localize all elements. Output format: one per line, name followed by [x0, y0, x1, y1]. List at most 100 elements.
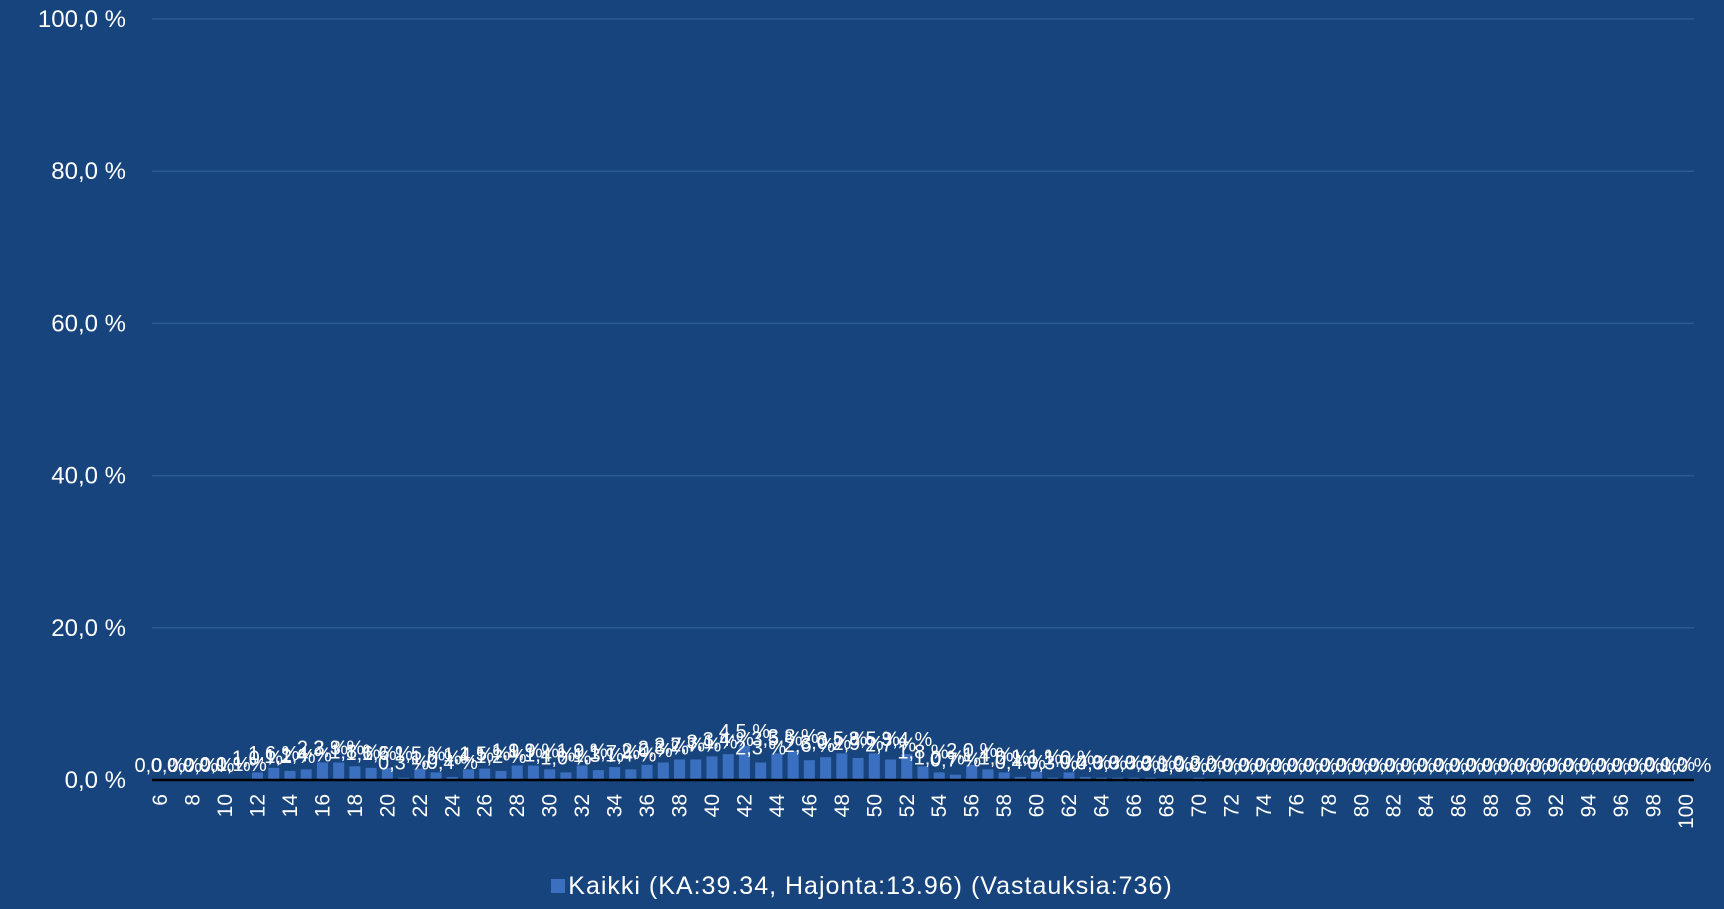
bar: [755, 762, 767, 780]
data-label: 3,4 %: [703, 729, 754, 751]
bar: [803, 760, 815, 780]
data-label: 0,0 %: [1595, 755, 1646, 777]
x-tick-label: 34: [604, 794, 627, 818]
x-tick-label: 26: [474, 794, 497, 817]
data-label: 0,1 %: [216, 754, 267, 776]
bar: [674, 759, 686, 780]
data-label: 1,0 %: [232, 747, 283, 769]
data-label: 2,0 %: [621, 740, 672, 762]
data-label: 2,3 %: [638, 737, 689, 759]
data-label: 0,3 %: [1108, 753, 1159, 775]
bar: [885, 759, 897, 780]
x-tick-label: 48: [831, 794, 854, 817]
bar: [722, 754, 734, 780]
x-tick-label: 12: [247, 794, 270, 817]
data-label: 0,0 %: [1466, 755, 1517, 777]
bar: [316, 762, 328, 780]
data-label: 0,0 %: [1222, 755, 1273, 777]
x-tick-label: 64: [1091, 794, 1114, 818]
y-tick-label: 100,0 %: [38, 6, 126, 33]
data-label: 0,0 %: [1498, 755, 1549, 777]
data-label: 3,5 %: [751, 728, 802, 750]
bar: [284, 770, 296, 780]
x-tick-label: 92: [1545, 794, 1568, 817]
x-tick-label: 78: [1318, 794, 1341, 817]
bar: [706, 756, 718, 780]
legend: Kaikki (KA:39.34, Hajonta:13.96) (Vastau…: [0, 872, 1724, 901]
bars: [219, 745, 1676, 780]
bar: [933, 772, 945, 780]
data-label: 0,3 %: [378, 753, 429, 775]
data-label: 1,3 %: [573, 745, 624, 767]
bar: [430, 772, 442, 780]
data-label: 2,0 %: [946, 740, 997, 762]
bar: [381, 767, 393, 780]
data-label: 0,0 %: [167, 755, 218, 777]
bar: [836, 753, 848, 780]
data-label: 0,0 %: [1547, 755, 1598, 777]
data-label: 0,0 %: [1206, 755, 1257, 777]
data-label: 1,0 %: [914, 747, 965, 769]
bar: [1079, 776, 1091, 780]
bar: [462, 769, 475, 780]
bar: [852, 757, 864, 780]
bar: [495, 770, 507, 780]
data-label: 0,0 %: [1449, 755, 1500, 777]
data-label: 0,0 %: [1255, 755, 1306, 777]
x-tick-label: 94: [1577, 794, 1600, 818]
x-tick-label: 90: [1513, 794, 1536, 817]
data-label: 0,0 %: [1660, 755, 1711, 777]
data-label: 2,6 %: [784, 735, 835, 757]
bar: [949, 774, 961, 780]
data-label: 1,6 %: [346, 743, 397, 765]
data-label: 0,0 %: [1157, 755, 1208, 777]
bar: [1014, 776, 1026, 780]
x-tick-label: 76: [1285, 794, 1308, 817]
data-label: 2,7 %: [654, 734, 705, 756]
bar: [609, 767, 621, 780]
data-label: 0,0 %: [1303, 755, 1354, 777]
data-label: 0,0 %: [1190, 755, 1241, 777]
data-label: 0,1 %: [1141, 754, 1192, 776]
x-tick-label: 32: [571, 794, 594, 817]
data-label: 1,5 %: [394, 744, 445, 766]
data-label: 0,0 %: [1563, 755, 1614, 777]
data-label: 0,4 %: [427, 752, 478, 774]
data-label: 4,5 %: [719, 721, 770, 743]
x-tick-label: 58: [993, 794, 1016, 817]
bar: [966, 764, 978, 780]
x-tick-label: 42: [733, 794, 756, 817]
x-tick-label: 52: [896, 794, 919, 817]
data-label: 0,0 %: [1514, 755, 1565, 777]
x-tick-label: 88: [1480, 794, 1503, 817]
x-tick-label: 40: [701, 794, 724, 817]
bar: [479, 768, 491, 780]
x-tick-label: 74: [1253, 794, 1276, 818]
data-label: 0,0 %: [1401, 755, 1452, 777]
data-label: 1,0 %: [540, 747, 591, 769]
data-label: 0,0 %: [151, 755, 202, 777]
x-tick-label: 62: [1058, 794, 1081, 817]
data-label: 1,6 %: [248, 743, 299, 765]
x-tick-label: 22: [409, 794, 432, 817]
x-tick-label: 20: [376, 794, 399, 817]
data-label: 3,5 %: [816, 728, 867, 750]
data-label: 0,0 %: [1271, 755, 1322, 777]
data-label: 0,0 %: [1238, 755, 1289, 777]
bar: [576, 765, 588, 780]
data-label: 1,5 %: [459, 744, 510, 766]
data-label: 1,4 %: [281, 744, 332, 766]
data-label: 0,3 %: [1173, 753, 1224, 775]
data-label: 3,1 %: [686, 731, 737, 753]
bar: [446, 776, 458, 780]
data-label: 0,0 %: [1287, 755, 1338, 777]
x-tick-label: 56: [961, 794, 984, 817]
bar: [560, 772, 572, 780]
data-label: 1,0 %: [979, 747, 1030, 769]
bar: [300, 769, 312, 780]
y-tick-label: 60,0 %: [51, 310, 126, 337]
data-label: 0,3 %: [1076, 753, 1127, 775]
y-tick-label: 0,0 %: [65, 767, 126, 794]
data-label: 0,3 %: [1125, 753, 1176, 775]
